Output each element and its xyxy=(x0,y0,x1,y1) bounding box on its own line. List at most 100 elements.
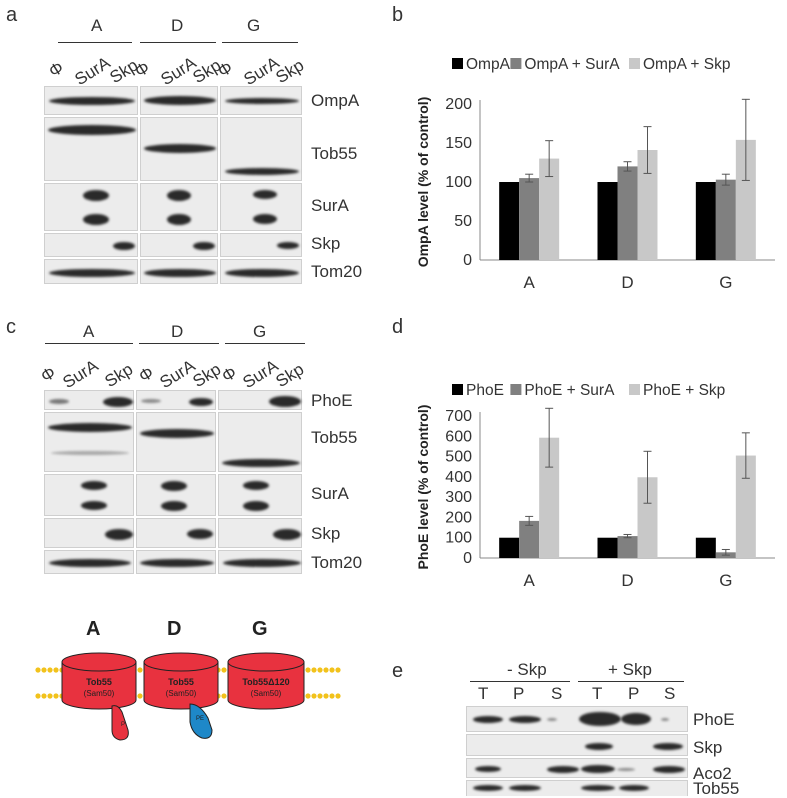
diagram-title-A: A xyxy=(86,618,101,640)
bar xyxy=(519,520,540,558)
potra-tab-A xyxy=(111,705,129,741)
group-line-D xyxy=(139,343,219,344)
blot-cell xyxy=(140,117,218,181)
blot-panel-a xyxy=(44,86,302,284)
potra-tab-D xyxy=(189,703,213,739)
group-line xyxy=(578,681,684,682)
y-tick-label: 700 xyxy=(445,408,472,425)
barrel-label-A: Tob55 xyxy=(86,677,112,687)
lane-label-phi: Φ xyxy=(131,57,153,82)
blot-cell xyxy=(44,412,134,472)
legend-swatch xyxy=(629,58,640,69)
barrel-D xyxy=(143,652,219,739)
blot-label-skp: Skp xyxy=(693,738,723,757)
blot-cell xyxy=(220,233,302,257)
barrel-G xyxy=(227,652,305,710)
panel-label-a: a xyxy=(6,4,18,26)
lane-label-t: T xyxy=(592,684,603,703)
lane-label-s: S xyxy=(664,684,676,703)
legend-label: PhoE + Skp xyxy=(643,382,725,399)
y-tick-label: 200 xyxy=(445,509,472,526)
bar xyxy=(735,455,756,558)
y-tick-label: 100 xyxy=(445,174,472,191)
tab-label-PE: PE xyxy=(196,716,204,722)
legend-label: PhoE xyxy=(466,382,504,399)
y-tick-label: 0 xyxy=(463,550,472,567)
blot-cell xyxy=(218,412,302,472)
lipid-head xyxy=(35,667,41,673)
bar xyxy=(715,179,736,260)
blot-label-skp: Skp xyxy=(311,524,341,543)
bar xyxy=(519,178,540,260)
lipid-head xyxy=(137,693,143,699)
group-line xyxy=(470,681,570,682)
blot-panel-e xyxy=(466,706,688,796)
blot-label-sura: SurA xyxy=(311,196,349,215)
blot-label-skp: Skp xyxy=(311,234,341,253)
legend-swatch xyxy=(510,58,522,69)
panel-label-b: b xyxy=(392,4,404,26)
lane-label-skp: Skp xyxy=(189,359,225,392)
barrel-label-D: Tob55 xyxy=(168,677,194,687)
blot-cell xyxy=(44,259,138,284)
barrel-A xyxy=(61,652,137,741)
legend-label: PhoE + SurA xyxy=(524,382,615,399)
lipid-head xyxy=(317,693,323,699)
y-tick-label: 100 xyxy=(445,530,472,547)
legend-label: OmpA + SurA xyxy=(524,56,620,73)
blot-cell xyxy=(218,474,302,516)
bar xyxy=(637,477,658,558)
lipid-head xyxy=(329,667,335,673)
chart-phoe: PhoE PhoE + SurA PhoE + Skp 0 100 200 300 400 50… xyxy=(415,382,775,590)
lipid-head xyxy=(335,667,341,673)
bar xyxy=(597,182,618,260)
group-header-D: D xyxy=(171,16,184,35)
blot-cell xyxy=(140,233,218,257)
diagram-title-D: D xyxy=(167,618,182,640)
lipid-head xyxy=(317,667,323,673)
blot-label-aco2: Aco2 xyxy=(693,764,732,783)
blot-cell xyxy=(220,183,302,231)
lane-label-phi: Φ xyxy=(218,362,240,387)
blot-cell xyxy=(44,518,134,548)
y-tick-label: 600 xyxy=(445,428,472,445)
blot-cell xyxy=(218,390,302,410)
blot-cell xyxy=(44,474,134,516)
group-header-A: A xyxy=(91,16,103,35)
panel-label-e: e xyxy=(392,660,404,682)
y-tick-label: 0 xyxy=(463,252,472,269)
lipid-head xyxy=(335,693,341,699)
bar xyxy=(499,537,520,558)
diagram-title-G: G xyxy=(252,618,268,640)
blot-cell xyxy=(44,117,138,181)
barrel-label-G: Tob55Δ120 xyxy=(242,677,289,687)
bar xyxy=(695,182,716,260)
y-tick-label: 400 xyxy=(445,469,472,486)
y-tick-label: 150 xyxy=(445,135,472,152)
blot-cell xyxy=(44,550,134,574)
blot-label-tom20: Tom20 xyxy=(311,553,363,572)
group-line-A xyxy=(58,42,132,43)
blot-cell xyxy=(220,86,302,115)
lipid-head xyxy=(221,693,227,699)
lane-label-phi: Φ xyxy=(45,57,67,82)
legend-swatch xyxy=(452,58,463,69)
lipid-head xyxy=(35,693,41,699)
lane-label-p: P xyxy=(628,684,640,703)
bar xyxy=(735,139,756,260)
blot-cell xyxy=(136,518,216,548)
x-tick-label: A xyxy=(523,571,535,590)
lipid-head xyxy=(221,667,227,673)
lane-label-skp: Skp xyxy=(272,359,308,392)
blot-cell xyxy=(220,259,302,284)
group-header-minus-skp: - Skp xyxy=(507,660,547,679)
blot-cell xyxy=(218,518,302,548)
blot-label-ompa: OmpA xyxy=(311,91,360,110)
bar xyxy=(539,158,560,260)
lane-label-phi: Φ xyxy=(37,362,59,387)
bar xyxy=(597,537,618,558)
lipid-head xyxy=(329,693,335,699)
blot-cell xyxy=(136,390,216,410)
x-tick-label: G xyxy=(719,571,732,590)
lipid-head xyxy=(53,693,59,699)
